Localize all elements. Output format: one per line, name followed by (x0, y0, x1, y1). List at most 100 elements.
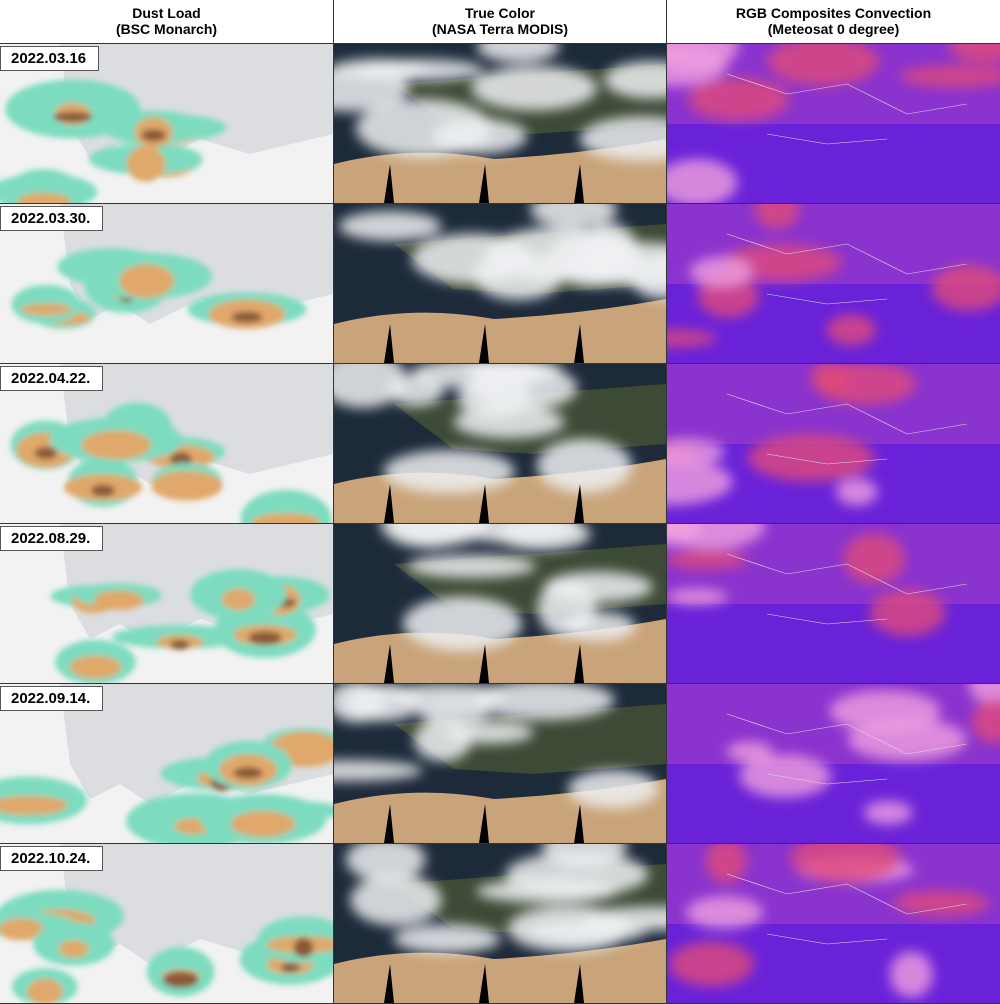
dust-map: 2022.08.29. (0, 524, 333, 683)
dust-orange (126, 146, 166, 182)
column-header: Dust Load (BSC Monarch) (0, 0, 333, 43)
image (667, 44, 1000, 203)
cloud (790, 844, 901, 883)
cloud (931, 264, 1000, 311)
cloud (350, 874, 442, 926)
image (667, 364, 1000, 523)
dust-orange (69, 655, 122, 679)
convection (667, 524, 946, 636)
date-label: 2022.03.30. (0, 206, 104, 231)
no-data-wedge (574, 164, 584, 203)
image (0, 44, 333, 203)
cloud (899, 65, 1000, 88)
no-data-wedge (574, 804, 584, 843)
cloud (473, 684, 615, 720)
convection (667, 204, 1000, 347)
cloud (971, 698, 1000, 744)
cloud (949, 44, 1000, 64)
cloud (604, 60, 666, 99)
cloud (667, 524, 702, 546)
dust-brown (162, 971, 199, 988)
no-data-wedge (479, 804, 489, 843)
dust-brown (293, 937, 314, 958)
dust (0, 79, 227, 203)
cloud (355, 99, 492, 158)
cloud (546, 231, 641, 287)
dust (50, 569, 330, 683)
true-color-image (334, 204, 666, 363)
dust-teal (240, 489, 332, 523)
cloud (530, 204, 618, 228)
cloud (667, 549, 748, 570)
cloud (667, 438, 725, 466)
image (334, 204, 666, 363)
cloud (687, 77, 790, 121)
header-title: RGB Composites Convection (735, 5, 932, 21)
borders (726, 233, 968, 305)
image (667, 844, 1000, 1003)
convection-image (667, 204, 1000, 363)
no-data-wedge (574, 484, 584, 523)
borders (726, 393, 968, 465)
cloud (667, 158, 738, 203)
cloud (383, 449, 515, 494)
dust-brown (280, 962, 300, 973)
header-title: Dust Load (132, 5, 201, 21)
true-color-image (334, 844, 666, 1003)
clouds (345, 844, 666, 954)
cloud (667, 44, 739, 70)
dust-orange (221, 588, 256, 611)
no-data-wedge (479, 164, 489, 203)
column-header: True Color (NASA Terra MODIS) (334, 0, 666, 43)
no-data-wedge (384, 964, 394, 1003)
dust-orange (81, 430, 152, 460)
dust (0, 889, 333, 1003)
cloud (579, 116, 666, 161)
cloud (668, 941, 755, 987)
dust-brown (170, 639, 190, 650)
no-data-wedge (479, 324, 489, 363)
clouds (334, 684, 659, 808)
no-data-wedge (574, 644, 584, 683)
cloud (843, 533, 906, 584)
convection-image (667, 684, 1000, 843)
cloud (690, 256, 753, 288)
cloud (767, 44, 879, 86)
cloud (630, 253, 666, 300)
dust-map: 2022.10.24. (0, 844, 333, 1003)
column-header: RGB Composites Convection (Meteosat 0 deg… (667, 0, 1000, 43)
dust-orange (17, 192, 71, 203)
image (334, 844, 666, 1003)
dust-brown (233, 767, 263, 779)
clouds (334, 364, 632, 494)
convection-image (667, 524, 1000, 683)
true-color-image (334, 524, 666, 683)
image (334, 684, 666, 843)
dust-orange (0, 795, 68, 816)
dust-orange (27, 978, 63, 1003)
cloud (393, 924, 501, 954)
cloud (847, 718, 967, 761)
no-data-wedge (479, 644, 489, 683)
header-subtitle: (Meteosat 0 degree) (767, 21, 900, 37)
dust (11, 248, 307, 329)
convection (668, 844, 990, 998)
convection (667, 364, 917, 506)
image (334, 44, 666, 203)
true-color-image (334, 684, 666, 843)
cloud (863, 800, 913, 825)
dust-orange (118, 264, 174, 298)
image (334, 364, 666, 523)
dust-orange (230, 810, 296, 838)
dust-brown (231, 311, 263, 323)
cloud (507, 905, 632, 953)
cloud (406, 554, 537, 578)
dust-brown (248, 631, 282, 645)
cloud (739, 754, 832, 798)
no-data-wedge (384, 324, 394, 363)
borders (726, 713, 968, 785)
cloud (334, 364, 407, 408)
cloud (685, 895, 763, 929)
dust-map: 2022.03.16 (0, 44, 333, 203)
date-label: 2022.04.22. (0, 366, 104, 391)
